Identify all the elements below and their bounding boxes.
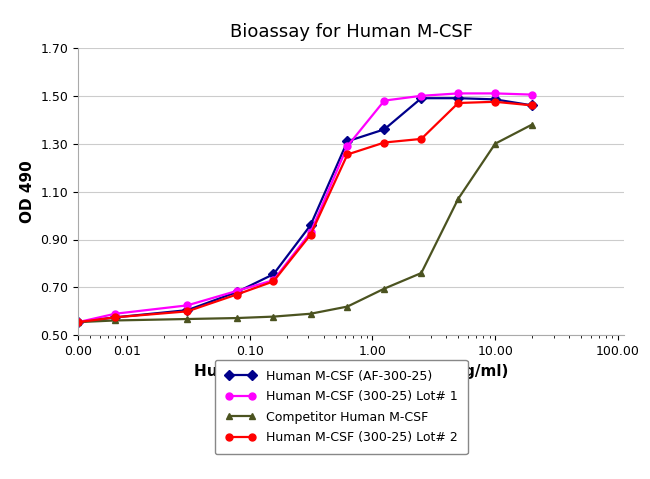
Human M-CSF (300-25) Lot# 1 [307, 229, 315, 235]
Human M-CSF (300-25) Lot# 1 [528, 92, 536, 98]
Competitor Human M-CSF [307, 311, 315, 317]
Title: Bioassay for Human M-CSF: Bioassay for Human M-CSF [229, 23, 473, 41]
Y-axis label: OD 490: OD 490 [20, 160, 34, 223]
Human M-CSF (300-25) Lot# 1 [380, 98, 388, 103]
Human M-CSF (300-25) Lot# 1 [183, 303, 191, 308]
Human M-CSF (AF-300-25) [111, 315, 119, 320]
Human M-CSF (300-25) Lot# 2 [233, 292, 240, 297]
Competitor Human M-CSF [270, 314, 278, 319]
Human M-CSF (300-25) Lot# 1 [111, 311, 119, 317]
X-axis label: Human M-CSF Concentration (ng/ml): Human M-CSF Concentration (ng/ml) [194, 364, 508, 378]
Human M-CSF (AF-300-25) [491, 97, 499, 103]
Competitor Human M-CSF [74, 319, 82, 325]
Competitor Human M-CSF [491, 141, 499, 147]
Competitor Human M-CSF [183, 316, 191, 322]
Line: Competitor Human M-CSF: Competitor Human M-CSF [75, 121, 536, 326]
Human M-CSF (300-25) Lot# 2 [454, 100, 462, 106]
Human M-CSF (300-25) Lot# 2 [344, 152, 352, 158]
Human M-CSF (300-25) Lot# 1 [491, 91, 499, 96]
Competitor Human M-CSF [233, 315, 240, 321]
Human M-CSF (AF-300-25) [183, 308, 191, 313]
Human M-CSF (300-25) Lot# 2 [491, 99, 499, 105]
Human M-CSF (AF-300-25) [307, 222, 315, 228]
Competitor Human M-CSF [344, 304, 352, 309]
Legend: Human M-CSF (AF-300-25), Human M-CSF (300-25) Lot# 1, Competitor Human M-CSF, Hu: Human M-CSF (AF-300-25), Human M-CSF (30… [214, 360, 468, 455]
Human M-CSF (300-25) Lot# 1 [233, 288, 240, 294]
Human M-CSF (300-25) Lot# 1 [454, 91, 462, 96]
Line: Human M-CSF (AF-300-25): Human M-CSF (AF-300-25) [75, 95, 536, 326]
Competitor Human M-CSF [111, 318, 119, 323]
Human M-CSF (300-25) Lot# 2 [417, 136, 425, 142]
Human M-CSF (300-25) Lot# 1 [270, 277, 278, 283]
Human M-CSF (300-25) Lot# 1 [344, 143, 352, 149]
Human M-CSF (300-25) Lot# 2 [74, 319, 82, 325]
Human M-CSF (300-25) Lot# 2 [307, 232, 315, 238]
Human M-CSF (AF-300-25) [74, 319, 82, 325]
Human M-CSF (300-25) Lot# 2 [270, 279, 278, 285]
Human M-CSF (AF-300-25) [454, 95, 462, 101]
Competitor Human M-CSF [528, 122, 536, 127]
Human M-CSF (300-25) Lot# 1 [74, 319, 82, 325]
Competitor Human M-CSF [417, 270, 425, 276]
Human M-CSF (300-25) Lot# 2 [528, 103, 536, 108]
Human M-CSF (300-25) Lot# 2 [380, 140, 388, 146]
Competitor Human M-CSF [454, 196, 462, 202]
Competitor Human M-CSF [380, 285, 388, 291]
Human M-CSF (AF-300-25) [528, 103, 536, 108]
Human M-CSF (AF-300-25) [270, 271, 278, 277]
Human M-CSF (AF-300-25) [233, 289, 240, 295]
Human M-CSF (AF-300-25) [380, 126, 388, 132]
Line: Human M-CSF (300-25) Lot# 1: Human M-CSF (300-25) Lot# 1 [75, 90, 536, 326]
Human M-CSF (AF-300-25) [344, 138, 352, 144]
Human M-CSF (300-25) Lot# 2 [111, 315, 119, 320]
Human M-CSF (300-25) Lot# 1 [417, 93, 425, 99]
Human M-CSF (300-25) Lot# 2 [183, 308, 191, 314]
Line: Human M-CSF (300-25) Lot# 2: Human M-CSF (300-25) Lot# 2 [75, 98, 536, 326]
Human M-CSF (AF-300-25) [417, 95, 425, 101]
